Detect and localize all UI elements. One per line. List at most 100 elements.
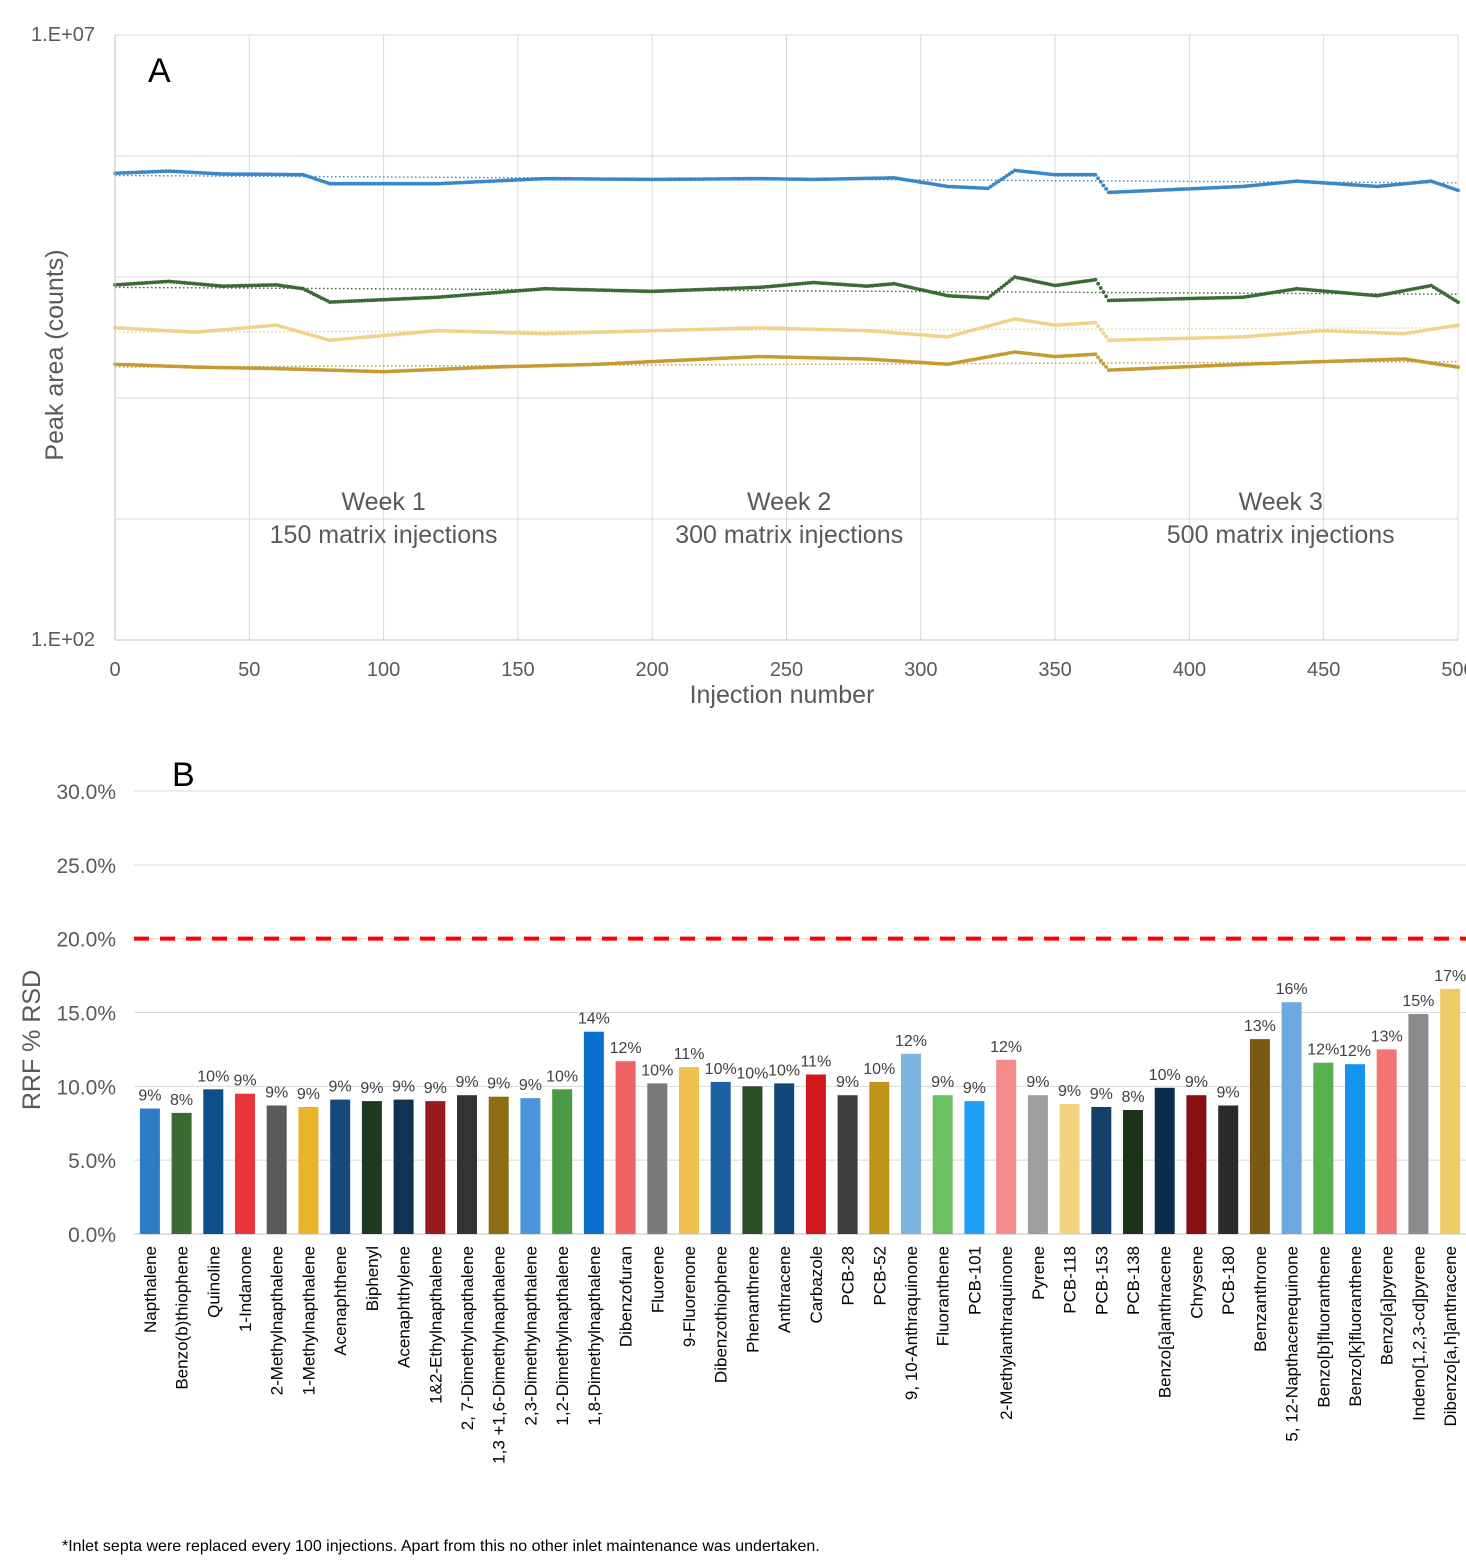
data-point [129, 362, 134, 367]
data-point [564, 331, 569, 335]
data-point [123, 362, 128, 367]
data-point [905, 359, 910, 364]
data-point [1303, 360, 1307, 365]
data-point [397, 369, 402, 373]
data-point [569, 331, 574, 335]
y-tick-label: 25.0% [56, 855, 116, 878]
data-point [1158, 297, 1162, 302]
bar [1123, 1110, 1143, 1234]
data-point [1380, 357, 1385, 362]
bar-value-label: 9% [1185, 1074, 1208, 1091]
data-point [516, 331, 520, 335]
data-point [1093, 320, 1098, 325]
bar-value-label: 12% [610, 1040, 642, 1057]
data-point [1297, 330, 1302, 335]
data-point [787, 282, 792, 287]
data-point [865, 357, 869, 361]
bar-chart-b: 0.0%5.0%10.0%15.0%20.0%25.0%30.0% 9% 8%10… [18, 756, 1466, 1464]
data-point [123, 170, 128, 175]
data-point [215, 171, 220, 176]
data-point [835, 356, 840, 361]
data-point [741, 286, 746, 290]
data-point [1375, 358, 1380, 362]
data-point [1262, 182, 1267, 187]
data-point [137, 363, 142, 367]
y-tick-label: 1.E+07 [31, 24, 95, 46]
data-point [1235, 295, 1240, 300]
data-point [126, 326, 131, 331]
data-point [1281, 331, 1286, 336]
bar [139, 1108, 160, 1234]
data-point [757, 354, 762, 359]
data-point [1388, 183, 1393, 188]
data-point [459, 180, 464, 185]
data-point [886, 358, 891, 363]
data-point [886, 176, 891, 180]
bar [615, 1061, 636, 1234]
data-point [1133, 189, 1138, 194]
data-point [771, 355, 775, 359]
data-point [875, 329, 880, 334]
data-point [1174, 297, 1178, 301]
data-point [776, 177, 781, 181]
data-point [400, 181, 405, 186]
bar [1440, 988, 1461, 1234]
data-point [489, 179, 493, 184]
data-point [561, 176, 566, 181]
data-point [806, 281, 810, 285]
data-point [978, 186, 982, 190]
data-point [129, 170, 134, 175]
data-point [1262, 333, 1267, 338]
data-point [698, 357, 703, 362]
footnote: *Inlet septa were replaced every 100 inj… [62, 1538, 820, 1555]
data-point [1340, 182, 1345, 187]
data-point [1010, 277, 1014, 281]
data-point [1061, 172, 1066, 177]
data-point [687, 288, 692, 292]
data-point [806, 355, 810, 360]
data-point [1053, 172, 1057, 177]
data-point [424, 295, 429, 300]
data-point [422, 181, 426, 186]
chart-a-annotations: Week 1 150 matrix injections Week 2 300 mat… [270, 488, 1395, 549]
data-point [1397, 357, 1401, 362]
data-point [516, 178, 520, 182]
data-point [1128, 337, 1133, 342]
data-point [153, 280, 158, 285]
data-point [1131, 337, 1135, 342]
data-point [790, 355, 794, 360]
data-point [749, 326, 754, 330]
data-point [843, 356, 848, 361]
category-label: PCB-138 [1124, 1246, 1143, 1315]
data-point [344, 368, 348, 373]
data-point [548, 331, 552, 336]
data-point [583, 330, 587, 335]
data-point [239, 326, 244, 331]
data-point [1104, 365, 1108, 369]
data-point [653, 359, 657, 364]
data-point [1085, 172, 1090, 177]
data-point [1375, 330, 1380, 335]
data-point [400, 296, 405, 301]
data-point [424, 181, 429, 186]
data-point [115, 171, 120, 176]
data-point [752, 285, 757, 290]
y-tick-label: 0.0% [68, 1224, 116, 1247]
data-point [392, 297, 397, 302]
data-point [150, 328, 155, 332]
data-point [975, 295, 980, 300]
data-point [454, 180, 458, 185]
data-point [738, 326, 743, 331]
data-point [532, 331, 536, 336]
data-point [239, 172, 244, 177]
data-point [478, 179, 483, 184]
data-point [545, 331, 550, 336]
data-point [416, 181, 421, 186]
data-point [413, 296, 418, 301]
bar [742, 1086, 763, 1234]
data-point [379, 181, 383, 186]
data-point [1190, 296, 1194, 301]
data-point [373, 298, 378, 302]
data-point [1174, 187, 1178, 192]
bar-value-label: 14% [578, 1011, 610, 1028]
